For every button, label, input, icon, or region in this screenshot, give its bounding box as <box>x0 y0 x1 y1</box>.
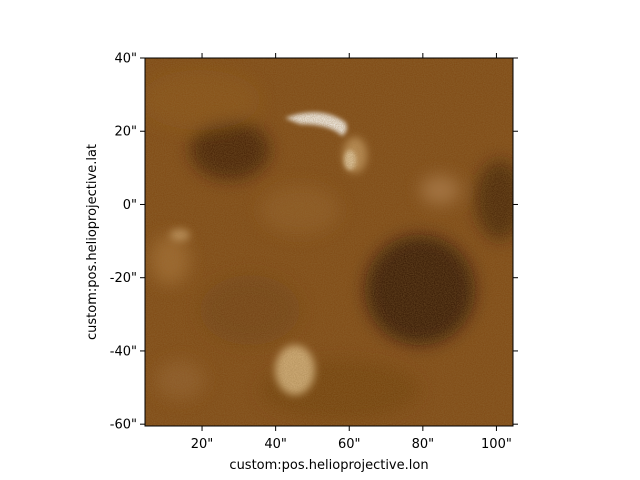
x-tick-label: 20" <box>191 437 214 452</box>
y-ticks: 40" 20" 0" -20" -40" -60" <box>110 52 518 433</box>
y-tick-label: 0" <box>123 198 137 213</box>
solar-image <box>145 58 513 426</box>
y-axis-label: custom:pos.helioprojective.lat <box>85 144 100 340</box>
y-tick-label: -20" <box>110 271 137 286</box>
x-tick-label: 40" <box>264 437 287 452</box>
x-tick-label: 100" <box>481 437 512 452</box>
x-axis-label: custom:pos.helioprojective.lon <box>229 458 428 473</box>
x-tick-label: 60" <box>338 437 361 452</box>
y-tick-label: 20" <box>114 125 137 140</box>
y-tick-label: 40" <box>114 52 137 67</box>
y-tick-label: -60" <box>110 418 137 433</box>
plot-frame <box>144 57 514 427</box>
y-tick-label: -40" <box>110 344 137 359</box>
x-ticks: 20" 40" 60" 80" 100" <box>191 53 512 452</box>
x-tick-label: 80" <box>412 437 435 452</box>
